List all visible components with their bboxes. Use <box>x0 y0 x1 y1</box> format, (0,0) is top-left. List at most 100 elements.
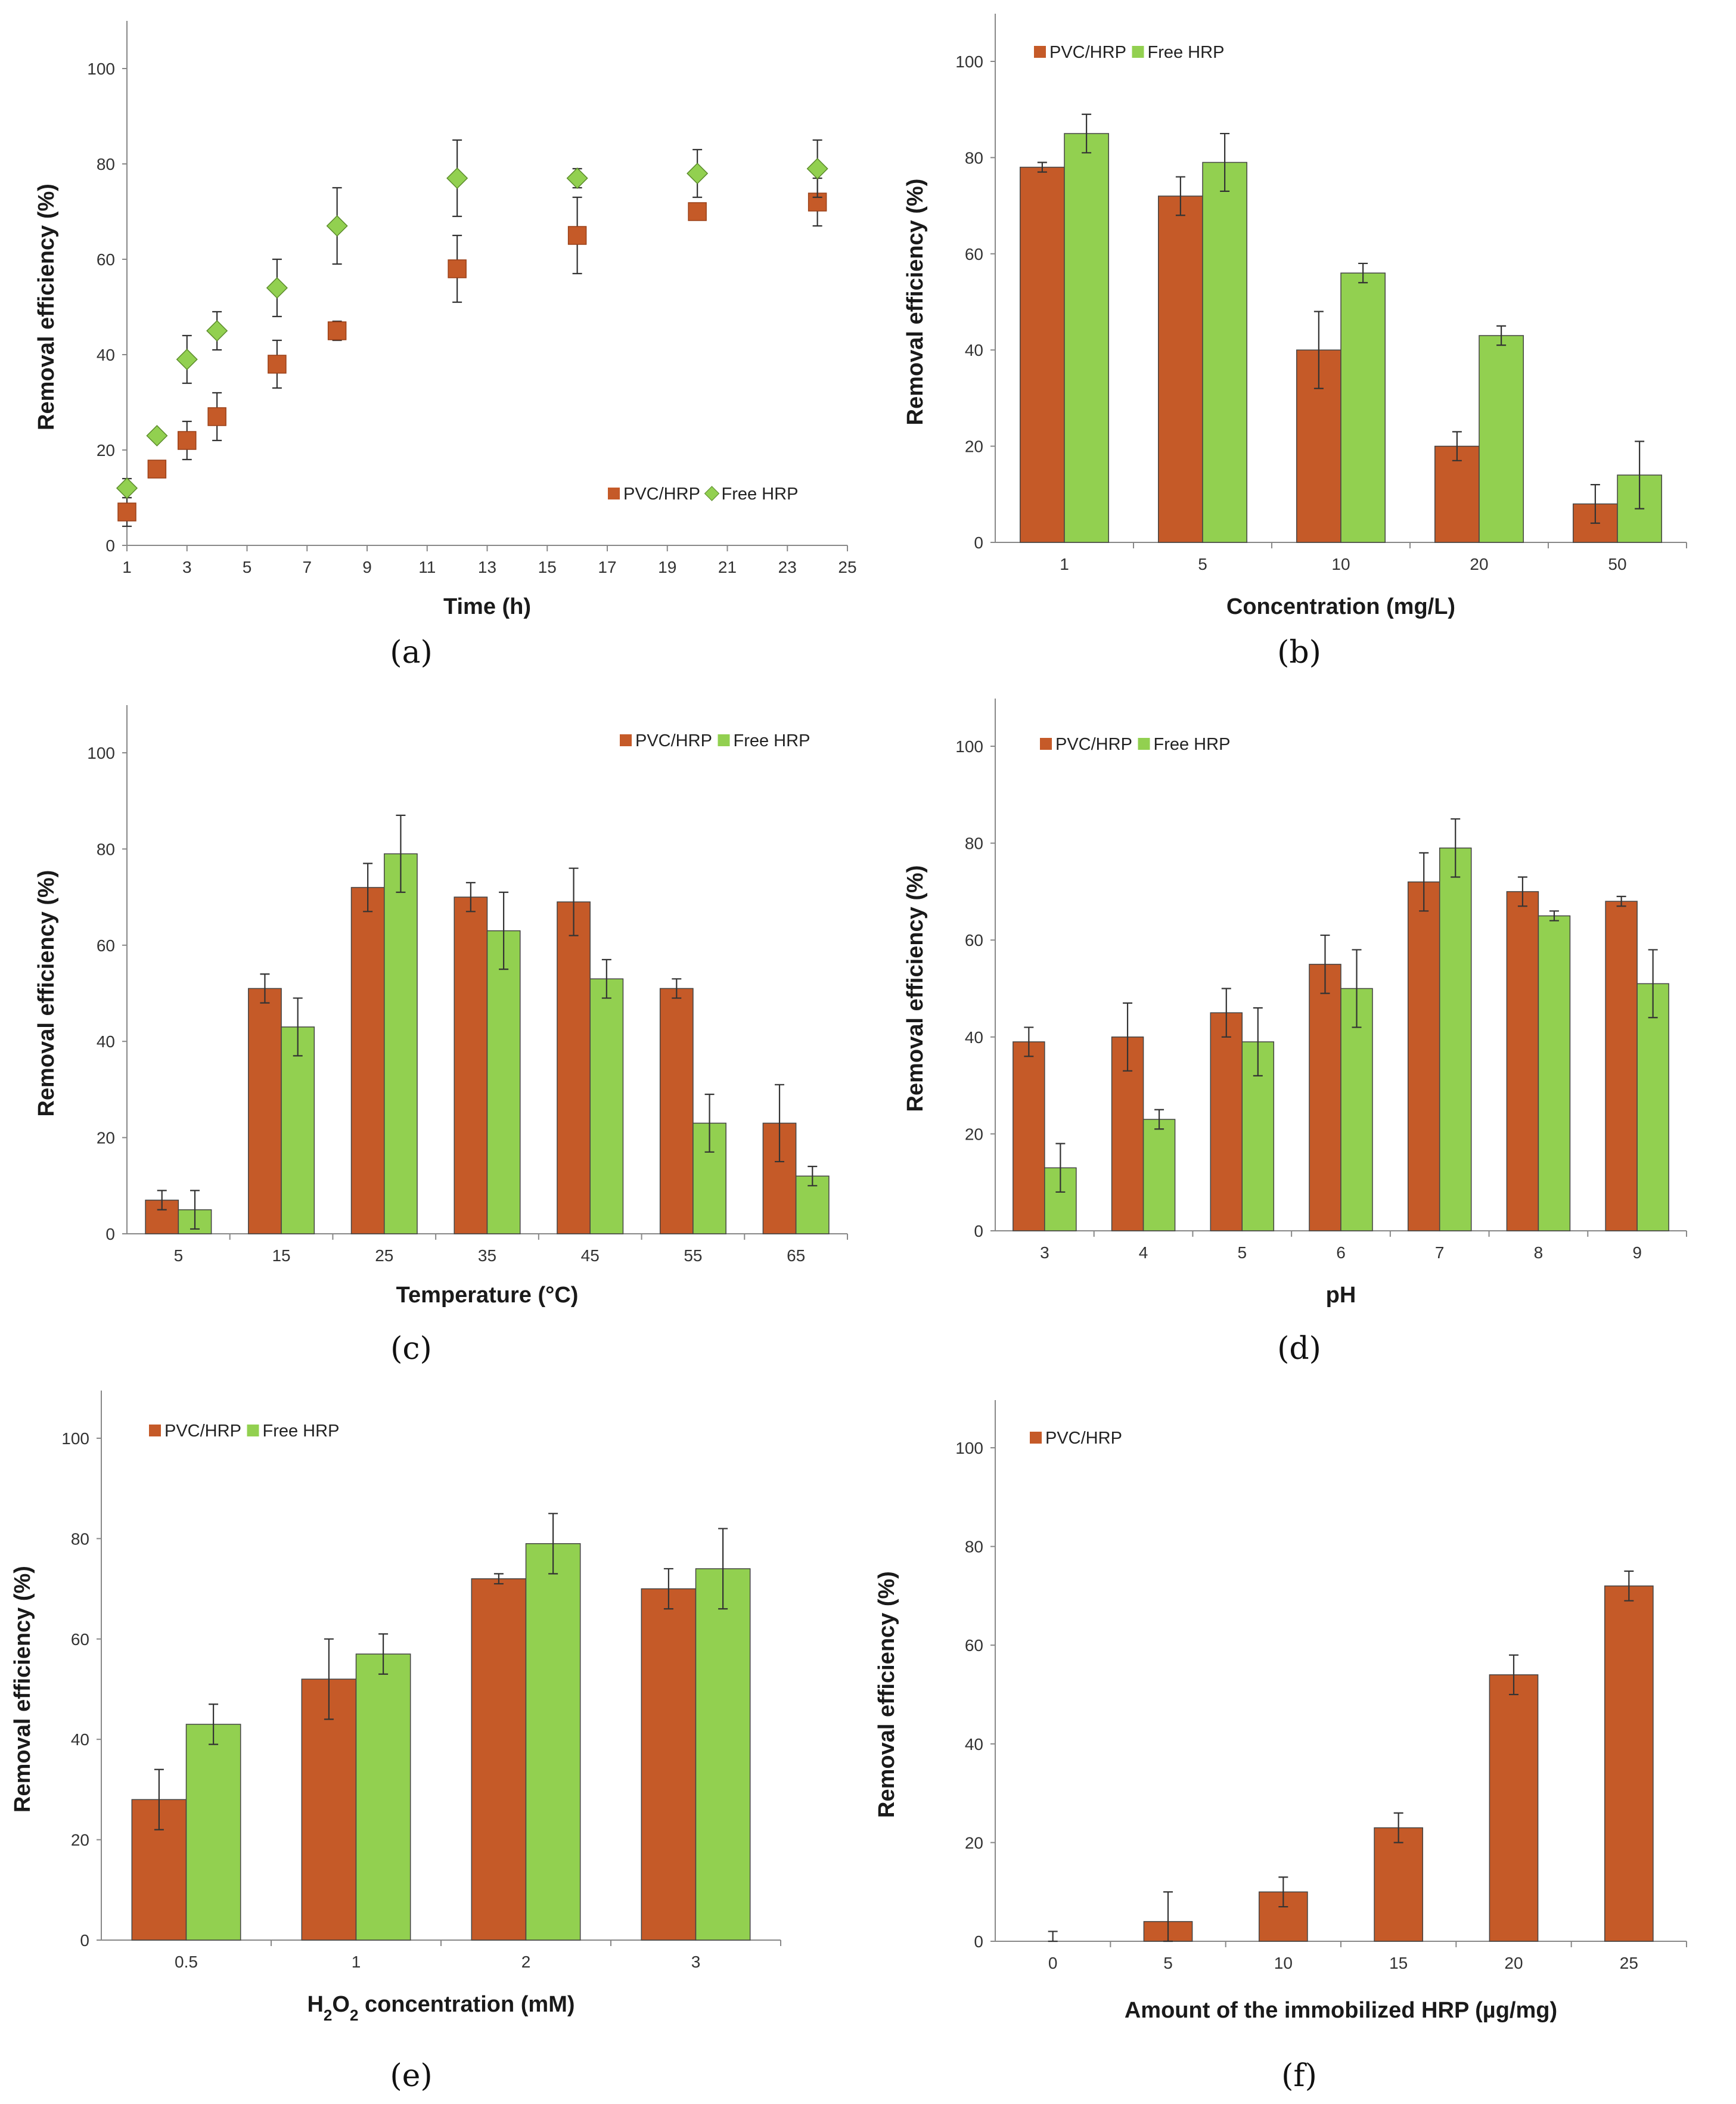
x-tick-label: 5 <box>1198 555 1207 573</box>
y-tick-label: 100 <box>61 1429 89 1448</box>
bar-free-hrp <box>1202 162 1247 543</box>
x-tick-label: 25 <box>1620 1954 1638 1972</box>
x-tick-label: 19 <box>658 558 676 576</box>
y-tick-label: 40 <box>965 1735 983 1754</box>
bar-pvc-hrp <box>659 988 694 1234</box>
y-tick-label: 20 <box>965 1125 983 1143</box>
data-point-free-hrp <box>146 424 168 447</box>
x-axis-title: pH <box>1326 1283 1356 1308</box>
legend-label: Free HRP <box>722 485 799 504</box>
bar-free-hrp <box>185 1724 241 1941</box>
bar-pvc-hrp <box>1605 901 1638 1231</box>
y-tick-label: 40 <box>965 341 983 359</box>
data-point-free-hrp <box>326 215 348 237</box>
y-tick-label: 80 <box>965 1538 983 1556</box>
bar-free-hrp <box>384 853 418 1234</box>
bar-pvc-hrp <box>1210 1012 1243 1231</box>
y-tick-label: 80 <box>965 834 983 853</box>
data-point-free-hrp <box>446 167 468 190</box>
data-point-free-hrp <box>176 348 198 371</box>
bar-free-hrp <box>1340 988 1373 1231</box>
legend: PVC/HRP Free HRP <box>149 1422 339 1441</box>
legend-label: Free HRP <box>1154 735 1231 754</box>
legend-swatch-free-hrp <box>247 1425 259 1436</box>
legend-swatch-pvc-hrp <box>149 1425 161 1436</box>
bar-pvc-hrp <box>471 1578 527 1941</box>
x-tick-label: 5 <box>174 1246 184 1265</box>
y-tick-label: 100 <box>87 744 115 762</box>
x-tick-label: 55 <box>684 1246 702 1265</box>
x-tick-label: 5 <box>1163 1954 1173 1972</box>
bar-pvc-hrp <box>1506 891 1539 1231</box>
legend: PVC/HRP Free HRP <box>1040 735 1230 754</box>
legend-label: PVC/HRP <box>1049 43 1126 62</box>
data-point-free-hrp <box>806 157 828 180</box>
y-tick-label: 100 <box>87 60 115 78</box>
bar-pvc-hrp <box>557 901 591 1234</box>
bar-pvc-hrp <box>1434 445 1480 543</box>
legend-label: PVC/HRP <box>623 485 700 504</box>
x-tick-label: 45 <box>581 1246 600 1265</box>
panel-label: (c) <box>390 1331 432 1367</box>
x-tick-label: 65 <box>787 1246 805 1265</box>
y-tick-label: 20 <box>965 1833 983 1852</box>
legend: PVC/HRP Free HRP <box>1034 43 1224 62</box>
y-tick-label: 40 <box>965 1028 983 1047</box>
y-axis-title: Removal efficiency (%) <box>34 184 59 430</box>
legend-label: PVC/HRP <box>635 731 712 750</box>
data-point-pvc-hrp <box>448 259 467 278</box>
bar-free-hrp <box>1538 915 1571 1231</box>
x-tick-label: 6 <box>1336 1243 1346 1262</box>
x-tick-label: 9 <box>362 558 372 576</box>
x-tick-label: 1 <box>122 558 132 576</box>
x-tick-label: 3 <box>182 558 192 576</box>
x-axis-title: Time (h) <box>443 594 531 619</box>
y-tick-label: 0 <box>105 536 115 555</box>
panel-label: (b) <box>1277 635 1321 671</box>
x-tick-label: 0 <box>1048 1954 1058 1972</box>
chart-panel-4: 0 20 40 60 80 100 Removal efficiency (%) pH(d) 3… <box>903 699 1687 1367</box>
legend-swatch-pvc-hrp <box>1030 1432 1042 1444</box>
y-axis-title: Removal efficiency (%) <box>34 870 59 1117</box>
legend-label: PVC/HRP <box>1045 1429 1122 1448</box>
y-tick-label: 80 <box>71 1529 89 1548</box>
legend-label: Free HRP <box>263 1422 340 1441</box>
x-tick-label: 3 <box>1040 1243 1049 1262</box>
data-point-free-hrp <box>116 477 138 499</box>
y-tick-label: 60 <box>965 1636 983 1655</box>
x-tick-label: 11 <box>418 558 436 576</box>
x-tick-label: 15 <box>538 558 557 576</box>
y-tick-label: 40 <box>71 1730 89 1749</box>
data-point-free-hrp <box>566 167 588 190</box>
x-axis-title: Concentration (mg/L) <box>1226 594 1455 619</box>
legend-label: PVC/HRP <box>164 1422 241 1441</box>
x-tick-label: 25 <box>375 1246 393 1265</box>
legend-swatch-free-hrp <box>704 486 720 501</box>
chart-panel-2: 0 20 40 60 80 100 Removal efficiency (%) Concen… <box>903 14 1687 671</box>
x-tick-label: 15 <box>1389 1954 1408 1972</box>
data-point-free-hrp <box>206 319 228 342</box>
y-tick-label: 40 <box>97 1032 115 1051</box>
y-tick-label: 40 <box>97 346 115 364</box>
bar-free-hrp <box>525 1543 581 1941</box>
legend-swatch-pvc-hrp <box>1034 46 1046 58</box>
legend-label: Free HRP <box>734 731 810 750</box>
x-tick-label: 5 <box>1237 1243 1247 1262</box>
bar-pvc-hrp <box>350 887 385 1234</box>
chart-panel-5: 0 20 40 60 80 100 Removal efficiency (%) H2O2 c… <box>10 1391 781 2094</box>
y-axis-title: Removal efficiency (%) <box>903 865 928 1112</box>
x-tick-label: 1 <box>1060 555 1069 573</box>
x-tick-label: 7 <box>1435 1243 1445 1262</box>
x-tick-label: 9 <box>1632 1243 1642 1262</box>
x-axis-title: Amount of the immobilized HRP (µg/mg) <box>1125 1998 1557 2023</box>
legend: PVC/HRP <box>1030 1429 1122 1448</box>
y-tick-label: 100 <box>955 1439 983 1457</box>
x-tick-label: 17 <box>598 558 616 576</box>
x-tick-label: 0.5 <box>175 1953 198 1971</box>
x-tick-label: 20 <box>1504 1954 1523 1972</box>
data-point-pvc-hrp <box>147 460 167 479</box>
bar-free-hrp <box>486 930 521 1234</box>
bar-pvc-hrp <box>1374 1827 1424 1942</box>
